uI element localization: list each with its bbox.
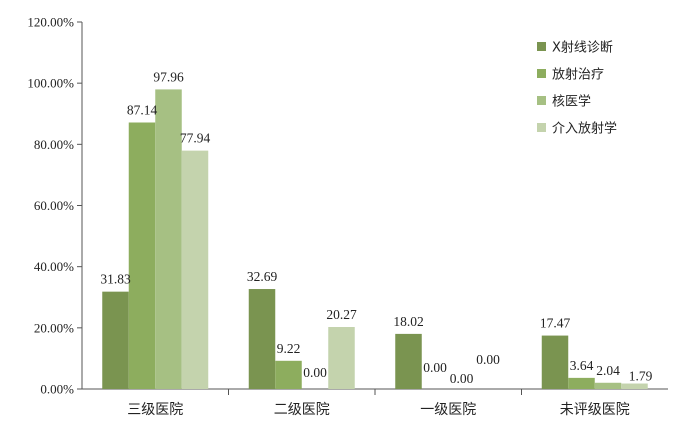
- y-tick-label: 40.00%: [34, 259, 74, 274]
- data-label: 77.94: [180, 131, 211, 146]
- legend-swatch: [537, 96, 546, 105]
- data-label: 0.00: [423, 360, 447, 375]
- data-label: 97.96: [153, 69, 184, 84]
- legend-label: 介入放射学: [552, 121, 617, 137]
- bar: [568, 377, 595, 389]
- bar: [181, 150, 209, 389]
- x-tick-label: 三级医院: [127, 402, 183, 418]
- data-label: 1.79: [629, 369, 653, 384]
- legend-label: 放射治疗: [552, 67, 604, 83]
- bar: [395, 333, 422, 389]
- legend-label: X射线诊断: [552, 40, 613, 56]
- data-label: 9.22: [277, 341, 301, 356]
- axes: 0.00% 20.00% 40.00% 60.00% 80.00% 100.00% 120.…: [27, 15, 668, 418]
- bar: [155, 89, 182, 389]
- data-label: 2.04: [596, 363, 620, 378]
- bar: [128, 122, 156, 390]
- legend-swatch: [537, 42, 546, 51]
- bar: [594, 382, 622, 389]
- data-label: 0.00: [303, 365, 327, 380]
- bars: [102, 89, 648, 390]
- bar: [541, 335, 569, 389]
- y-tick-label: 100.00%: [27, 76, 74, 91]
- data-label: 20.27: [326, 307, 357, 322]
- data-label: 0.00: [476, 352, 500, 367]
- y-tick-label: 20.00%: [34, 320, 74, 335]
- data-label: 32.69: [247, 269, 278, 284]
- data-label: 0.00: [450, 371, 474, 386]
- bar: [248, 289, 276, 389]
- x-tick-label: 未评级医院: [560, 402, 630, 418]
- x-tick-label: 二级医院: [274, 402, 330, 418]
- bar: [102, 291, 129, 389]
- bar: [275, 360, 302, 389]
- data-label: 17.47: [540, 316, 571, 331]
- bar: [328, 327, 355, 389]
- legend-swatch: [537, 69, 546, 78]
- data-label: 3.64: [570, 358, 594, 373]
- y-tick-label: 80.00%: [34, 137, 74, 152]
- x-tick-label: 一级医院: [420, 402, 476, 418]
- data-label: 87.14: [127, 102, 158, 117]
- y-tick-label: 0.00%: [40, 382, 74, 397]
- y-tick-label: 120.00%: [27, 15, 74, 30]
- legend-label: 核医学: [552, 94, 591, 110]
- legend-swatch: [537, 123, 546, 132]
- data-label: 18.02: [393, 314, 423, 329]
- y-tick-label: 60.00%: [34, 198, 74, 213]
- bar: [621, 383, 648, 389]
- data-label: 31.83: [100, 272, 131, 287]
